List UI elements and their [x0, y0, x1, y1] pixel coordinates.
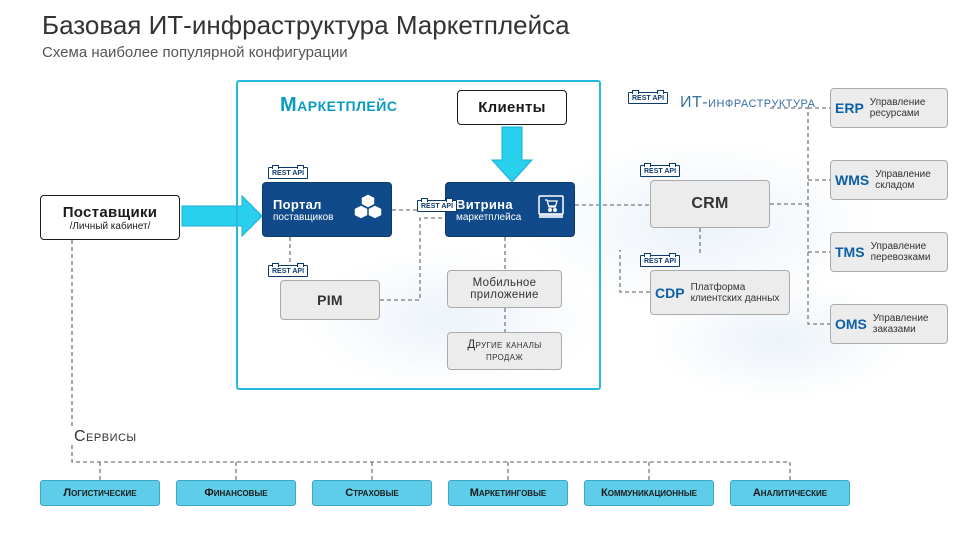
node-mobile-main: Мобильное приложение: [452, 277, 557, 301]
node-clients-main: Клиенты: [478, 99, 546, 116]
node-wms-desc: Управление складом: [875, 169, 943, 191]
node-tms-abbr: TMS: [835, 244, 865, 260]
cart-icon: [536, 193, 566, 226]
node-erp-desc: Управление ресурсами: [870, 97, 943, 119]
node-tms-desc: Управление перевозками: [871, 241, 943, 263]
section-services: Сервисы: [74, 428, 137, 446]
node-oms-desc: Управление заказами: [873, 313, 943, 335]
edge-services-trunk: [72, 445, 790, 480]
section-infra: ИТ-инфраструктура: [680, 94, 815, 112]
page-subtitle: Схема наиболее популярной конфигурации: [42, 44, 348, 61]
node-mobile: Мобильное приложение: [447, 270, 562, 308]
rest-api-tag-cdp: REST API: [640, 255, 680, 267]
cubes-icon: [353, 193, 383, 226]
node-suppliers-sub: /Личный кабинет/: [63, 221, 158, 232]
rest-api-tag-storefront: REST API: [417, 200, 457, 212]
service-1: Финансовые: [176, 480, 296, 506]
rest-api-tag-pim: REST API: [268, 265, 308, 277]
node-channels-main: Другие каналы продаж: [452, 339, 557, 363]
node-cdp-desc: Платформа клиентских данных: [691, 282, 785, 304]
node-crm: CRM: [650, 180, 770, 228]
service-2: Страховые: [312, 480, 432, 506]
node-cdp-abbr: CDP: [655, 285, 685, 301]
node-clients: Клиенты: [457, 90, 567, 125]
node-oms-abbr: OMS: [835, 316, 867, 332]
node-erp-abbr: ERP: [835, 100, 864, 116]
page-title: Базовая ИТ-инфраструктура Маркетплейса: [42, 10, 570, 41]
node-cdp: CDP Платформа клиентских данных: [650, 270, 790, 315]
section-marketplace: Маркетплейс: [280, 94, 397, 117]
rest-api-tag-crm: REST API: [640, 165, 680, 177]
node-wms: WMS Управление складом: [830, 160, 948, 200]
rest-api-tag-portal: REST API: [268, 167, 308, 179]
node-erp: ERP Управление ресурсами: [830, 88, 948, 128]
node-suppliers: Поставщики/Личный кабинет/: [40, 195, 180, 240]
service-5: Аналитические: [730, 480, 850, 506]
node-portal: Порталпоставщиков: [262, 182, 392, 237]
node-channels: Другие каналы продаж: [447, 332, 562, 370]
service-3: Маркетинговые: [448, 480, 568, 506]
node-tms: TMS Управление перевозками: [830, 232, 948, 272]
node-pim: PIM: [280, 280, 380, 320]
rest-api-tag-infra: REST API: [628, 92, 668, 104]
node-portal-sub: поставщиков: [273, 212, 334, 223]
node-oms: OMS Управление заказами: [830, 304, 948, 344]
node-portal-main: Портал: [273, 197, 334, 212]
service-4: Коммуникационные: [584, 480, 714, 506]
node-storefront-main: Витрина: [456, 197, 521, 212]
node-wms-abbr: WMS: [835, 172, 869, 188]
node-crm-main: CRM: [691, 195, 728, 213]
node-storefront-sub: маркетплейса: [456, 212, 521, 223]
node-pim-main: PIM: [317, 292, 343, 308]
node-storefront: Витринамаркетплейса: [445, 182, 575, 237]
service-0: Логистические: [40, 480, 160, 506]
node-suppliers-main: Поставщики: [63, 204, 158, 221]
